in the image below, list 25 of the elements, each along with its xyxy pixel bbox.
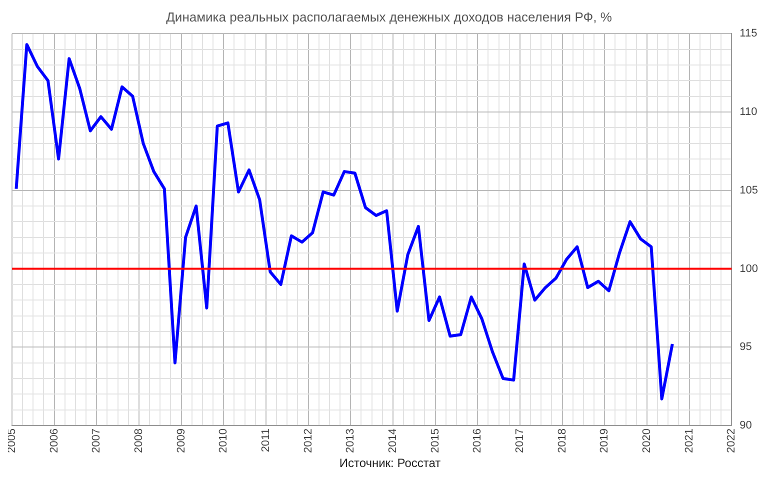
x-tick-label: 2019: [598, 428, 611, 454]
y-tick-label: 100: [740, 262, 758, 275]
x-tick-label: 2014: [387, 428, 400, 454]
x-tick-label: 2016: [472, 428, 484, 454]
x-tick-label: 2021: [683, 428, 696, 454]
x-tick-label: 2020: [641, 428, 654, 454]
x-tick-label: 2011: [260, 428, 272, 452]
y-tick-label: 95: [740, 341, 752, 354]
x-tick-label: 2008: [133, 428, 146, 454]
x-tick-label: 2010: [218, 428, 230, 454]
chart-title: Динамика реальных располагаемых денежных доходов населения РФ, %: [166, 9, 612, 24]
text: Источник: Росстат: [338, 456, 442, 470]
y-tick-label: 110: [740, 106, 758, 118]
x-tick-label: 2006: [48, 428, 60, 454]
y-tick-label: 115: [740, 28, 758, 40]
x-tick-label: 2013: [344, 428, 357, 454]
x-tick-label: 2018: [556, 428, 568, 454]
x-tick-label: 2007: [90, 428, 103, 454]
y-tick-label: 105: [740, 184, 758, 196]
x-tick-label: 2017: [514, 428, 526, 454]
y-tick-label: 90: [740, 420, 752, 432]
x-tick-label: 2022: [726, 428, 738, 454]
x-tick-label: 2009: [175, 428, 188, 454]
x-tick-label: 2012: [302, 428, 314, 454]
x-tick-label: 2015: [429, 428, 442, 454]
